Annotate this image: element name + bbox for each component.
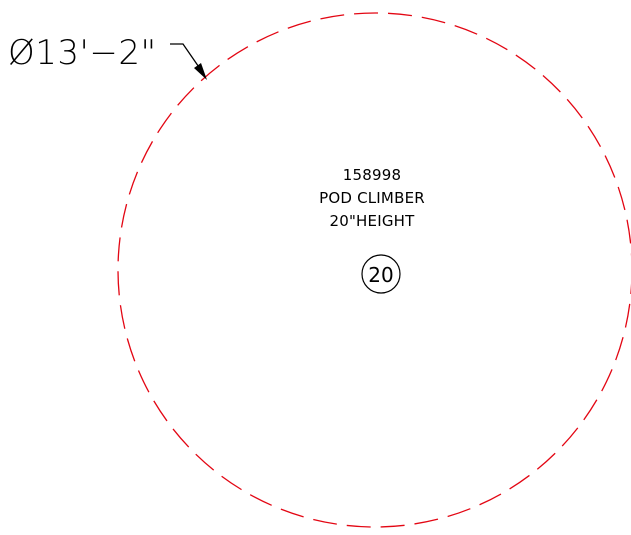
circle-tag-icon: 20 [361,254,401,294]
diameter-dimension-label: Ø13'−2" [8,33,157,73]
use-zone-boundary [117,12,631,528]
dimension-leader [170,43,207,80]
equipment-label: 158998 POD CLIMBER 20"HEIGHT [319,166,425,230]
tag-number: 20 [368,263,393,287]
equipment-part-number: 158998 [343,166,401,184]
leader-line [170,43,204,74]
arrowhead-icon [194,63,207,80]
equipment-name: POD CLIMBER [319,189,425,207]
tag-bubble [361,254,401,294]
equipment-height: 20"HEIGHT [329,212,415,230]
